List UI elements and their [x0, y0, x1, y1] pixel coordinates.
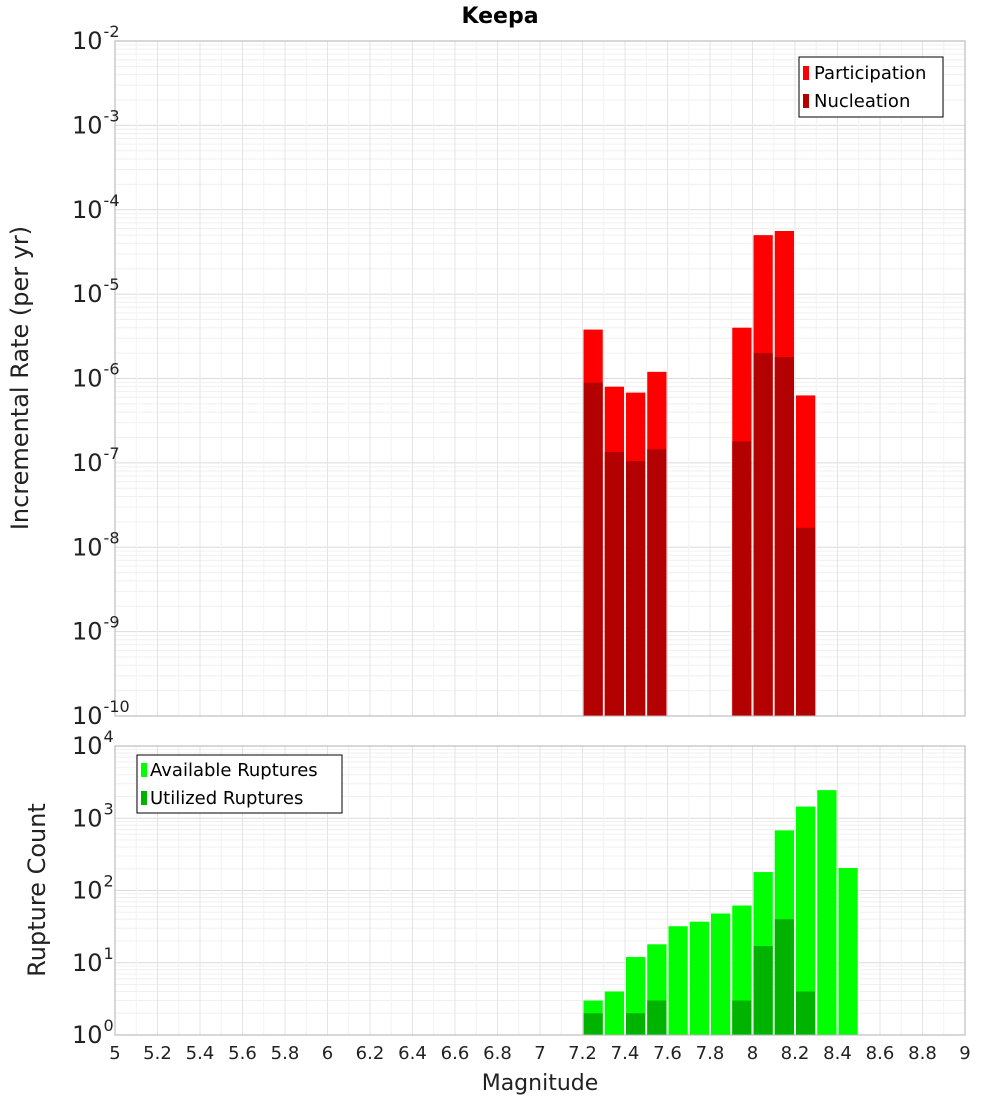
top-y-tick-labels: 10-10 10-9 10-8 10-7 10-6 10-5 10-4 10-3 10-2 — [72, 22, 130, 730]
bar-available-ruptures — [668, 926, 688, 1035]
bottom-legend: Available Ruptures Utilized Ruptures — [136, 754, 343, 814]
bottom-y-axis-label: Rupture Count — [23, 803, 51, 977]
top-gridlines — [114, 40, 966, 717]
x-tick-label: 6 — [322, 1043, 333, 1064]
bar-utilized-ruptures — [774, 919, 794, 1035]
x-tick-label: 6.4 — [398, 1043, 427, 1064]
bar-available-ruptures — [711, 913, 731, 1035]
top-y-tick-label: 10-7 — [72, 444, 120, 477]
legend-label-nucleation: Nucleation — [814, 91, 910, 112]
bar-utilized-ruptures — [753, 946, 773, 1035]
bottom-y-tick-label: 103 — [72, 799, 114, 832]
top-panel: Keepa 10-1010-910-810-710-610-510-410-31… — [6, 4, 966, 730]
chart-title: Keepa — [461, 4, 538, 29]
x-tick-label: 5.8 — [271, 1043, 300, 1064]
bar-nucleation — [774, 356, 794, 716]
top-y-axis-label: Incremental Rate (per yr) — [6, 226, 34, 530]
x-tick-label: 5.6 — [228, 1043, 257, 1064]
bottom-plot-frame — [114, 745, 966, 1036]
top-bars-nucleation — [583, 353, 816, 716]
bar-utilized-ruptures — [796, 991, 816, 1035]
bar-nucleation — [753, 353, 773, 716]
x-tick-labels: 5 5.2 5.4 5.6 5.8 6 6.2 6.4 6.6 6.8 7 7.2 7.4 7.6 7.8 8… — [109, 1043, 970, 1064]
top-y-tick-label: 10-8 — [72, 528, 120, 561]
bottom-y-tick-label: 100 — [72, 1016, 114, 1049]
top-plot-frame — [114, 40, 966, 717]
x-tick-label: 7.6 — [653, 1043, 682, 1064]
top-y-tick-label: 10-9 — [72, 613, 120, 646]
bar-available-ruptures — [838, 867, 858, 1035]
bar-utilized-ruptures — [732, 1000, 752, 1035]
bottom-y-tick-labels: 100 101 102 103 104 — [72, 727, 114, 1049]
top-y-tick-label: 10-6 — [72, 360, 120, 393]
x-tick-label: 7.4 — [611, 1043, 640, 1064]
bar-nucleation — [583, 382, 603, 716]
x-tick-label: 7 — [534, 1043, 545, 1064]
top-legend-box — [798, 56, 944, 118]
bar-utilized-ruptures — [647, 1000, 667, 1035]
legend-label-available: Available Ruptures — [150, 760, 318, 781]
x-tick-label: 6.6 — [441, 1043, 470, 1064]
bottom-y-tick-label: 102 — [72, 872, 114, 905]
bar-nucleation — [604, 451, 624, 716]
bar-utilized-ruptures — [583, 1013, 603, 1035]
legend-swatch-nucleation — [803, 94, 809, 108]
x-tick-label: 9 — [959, 1043, 970, 1064]
bottom-y-tick-label: 101 — [72, 944, 114, 977]
top-y-tick-label: 10-5 — [72, 275, 120, 308]
x-tick-label: 8.6 — [866, 1043, 895, 1064]
legend-label-utilized: Utilized Ruptures — [150, 788, 303, 809]
bar-nucleation — [626, 461, 646, 716]
x-tick-label: 6.2 — [356, 1043, 385, 1064]
x-tick-label: 8.8 — [908, 1043, 937, 1064]
top-y-tick-label: 10-3 — [72, 106, 120, 139]
x-tick-label: 6.8 — [483, 1043, 512, 1064]
bottom-panel: 100 101 102 103 104 5 5.2 5.4 5.6 5.8 6 6.2 6.4 6.6 6… — [23, 727, 971, 1096]
bar-available-ruptures — [817, 790, 837, 1035]
x-tick-label: 7.2 — [568, 1043, 597, 1064]
x-tick-label: 8.2 — [781, 1043, 810, 1064]
bar-nucleation — [647, 449, 667, 716]
bar-utilized-ruptures — [626, 1013, 646, 1035]
x-tick-label: 5.2 — [143, 1043, 172, 1064]
x-tick-label: 8.4 — [823, 1043, 852, 1064]
top-y-tick-label: 10-10 — [72, 697, 130, 730]
bottom-legend-box — [136, 754, 343, 814]
x-axis-label: Magnitude — [482, 1071, 599, 1096]
x-tick-label: 5.4 — [186, 1043, 215, 1064]
legend-swatch-available — [141, 763, 147, 777]
top-y-tick-label: 10-2 — [72, 22, 120, 55]
top-legend: Participation Nucleation — [798, 56, 944, 118]
legend-swatch-utilized — [141, 791, 147, 805]
bar-available-ruptures — [796, 806, 816, 1035]
bar-nucleation — [732, 441, 752, 716]
legend-swatch-participation — [803, 66, 809, 80]
bar-available-ruptures — [604, 991, 624, 1035]
x-tick-label: 5 — [109, 1043, 120, 1064]
bottom-bars-utilized — [583, 919, 816, 1035]
bar-available-ruptures — [689, 921, 709, 1035]
top-y-tick-label: 10-4 — [72, 191, 120, 224]
x-tick-label: 7.8 — [696, 1043, 725, 1064]
x-tick-label: 8 — [747, 1043, 758, 1064]
bar-nucleation — [796, 527, 816, 716]
legend-label-participation: Participation — [814, 63, 926, 84]
bottom-y-tick-label: 104 — [72, 727, 114, 760]
